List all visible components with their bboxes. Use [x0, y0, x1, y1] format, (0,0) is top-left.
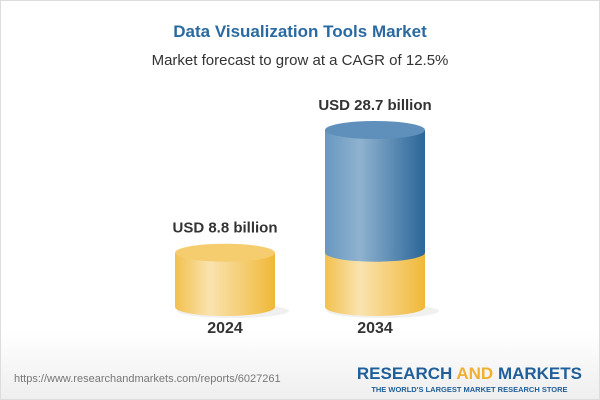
cylinder-chart: USD 8.8 billion 2024 USD 28.7 billion 2034 [172, 97, 439, 337]
cylinder-growth-2034-body [325, 130, 425, 262]
logo-tagline: THE WORLD'S LARGEST MARKET RESEARCH STOR… [371, 385, 568, 394]
cylinder-2024-top [175, 243, 275, 262]
logo-text: RESEARCH [356, 364, 457, 383]
logo-text: MARKETS [493, 364, 582, 383]
cylinder-growth-2034-top [325, 121, 425, 139]
cylinder-base-2034-body [325, 252, 425, 316]
cylinder-2024-body [175, 252, 275, 316]
chart-title: Data Visualization Tools Market [173, 22, 427, 41]
chart-subtitle: Market forecast to grow at a CAGR of 12.… [151, 52, 449, 69]
category-label: 2034 [357, 320, 393, 337]
logo-text: AND [456, 364, 494, 383]
research-and-markets-logo: RESEARCH AND MARKETS THE WORLD'S LARGEST… [357, 364, 582, 394]
category-label: 2024 [207, 320, 243, 337]
data-label: USD 8.8 billion [172, 220, 277, 237]
data-label: USD 28.7 billion [318, 97, 431, 114]
source-url[interactable]: https://www.researchandmarkets.com/repor… [14, 373, 281, 385]
